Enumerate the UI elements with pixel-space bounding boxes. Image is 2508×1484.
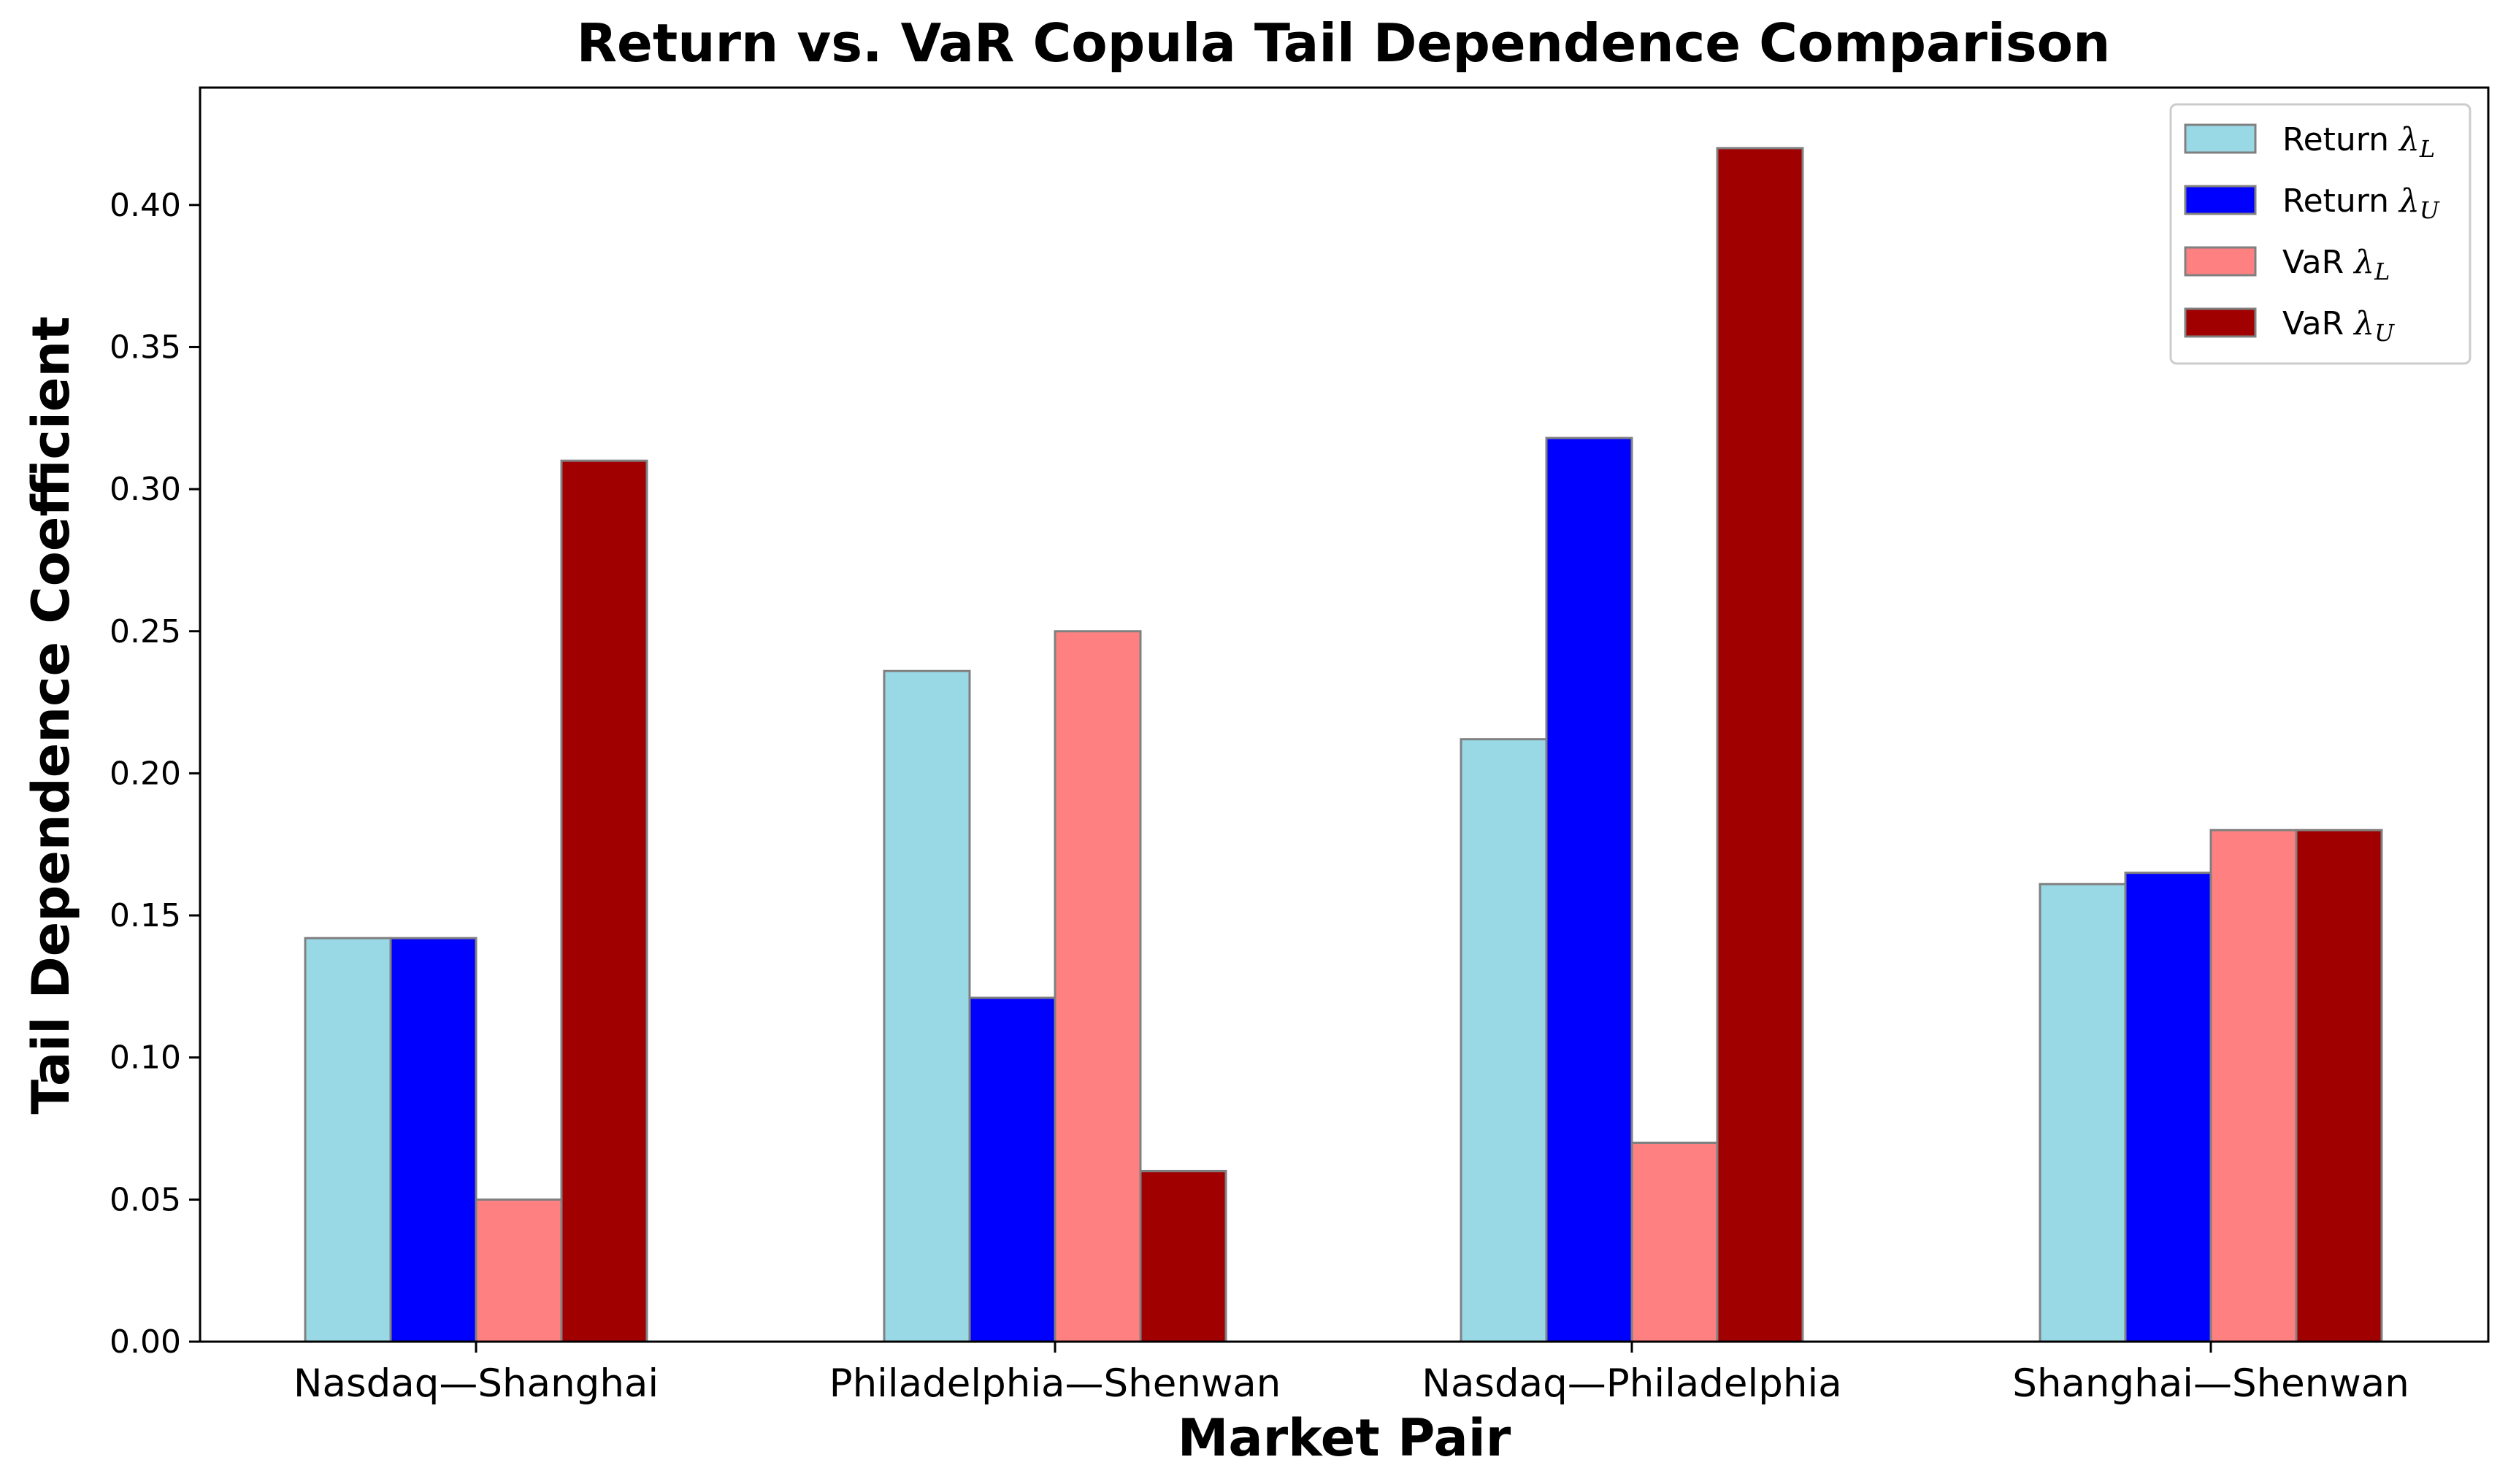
x-tick-label: Nasdaq—Philadelphia bbox=[1422, 1361, 1841, 1406]
bar-var-l-1 bbox=[1054, 630, 1142, 1343]
bar-var-u-2 bbox=[1716, 147, 1804, 1343]
y-tick-label: 0.30 bbox=[110, 471, 181, 508]
chart-title: Return vs. VaR Copula Tail Dependence Co… bbox=[577, 12, 2111, 74]
y-tick-label: 0.05 bbox=[110, 1181, 181, 1218]
y-tick-label: 0.40 bbox=[110, 187, 181, 224]
y-axis: 0.00 0.05 0.10 0.15 0.20 0.25 0.30 0.35 0.40 bbox=[110, 187, 200, 1361]
x-axis: Nasdaq—Shanghai Philadelphia—Shenwan Nasda… bbox=[294, 1342, 2409, 1406]
bar-return-l-2 bbox=[1460, 738, 1548, 1343]
bar-var-u-3 bbox=[2295, 828, 2383, 1343]
bar-var-l-3 bbox=[2209, 828, 2298, 1343]
plot-frame bbox=[199, 86, 2490, 1343]
x-tick-label: Nasdaq—Shanghai bbox=[294, 1361, 659, 1406]
bar-return-l-1 bbox=[883, 669, 971, 1343]
bar-return-u-2 bbox=[1545, 437, 1633, 1343]
y-tick-label: 0.10 bbox=[110, 1039, 181, 1077]
bar-return-u-3 bbox=[2124, 872, 2212, 1343]
y-axis-label: Tail Dependence Coefficient bbox=[21, 316, 81, 1114]
legend-label: VaR λL bbox=[2282, 244, 2390, 285]
legend-swatch bbox=[2184, 307, 2257, 338]
bar-return-l-3 bbox=[2039, 883, 2127, 1343]
legend-box bbox=[2169, 103, 2471, 365]
y-tick-label: 0.20 bbox=[110, 755, 181, 792]
bars bbox=[304, 147, 2383, 1343]
x-tick-label: Philadelphia—Shenwan bbox=[829, 1361, 1281, 1406]
legend-swatch bbox=[2184, 246, 2257, 277]
legend-swatch bbox=[2184, 123, 2257, 154]
y-tick-label: 0.25 bbox=[110, 613, 181, 650]
legend-label: Return λU bbox=[2282, 182, 2440, 224]
x-axis-label: Market Pair bbox=[1178, 1408, 1511, 1468]
bar-return-u-1 bbox=[968, 996, 1056, 1343]
bar-var-l-0 bbox=[475, 1198, 563, 1343]
legend-label: Return λL bbox=[2282, 121, 2435, 163]
legend-swatch bbox=[2184, 185, 2257, 215]
bar-return-l-0 bbox=[304, 937, 392, 1343]
y-tick-label: 0.00 bbox=[110, 1323, 181, 1361]
y-tick-label: 0.15 bbox=[110, 897, 181, 934]
x-tick-label: Shanghai—Shenwan bbox=[2012, 1361, 2409, 1406]
bar-var-u-0 bbox=[560, 459, 648, 1343]
bar-return-u-0 bbox=[389, 937, 478, 1343]
y-tick-label: 0.35 bbox=[110, 328, 181, 366]
bar-var-u-1 bbox=[1139, 1169, 1227, 1343]
bar-var-l-2 bbox=[1630, 1141, 1719, 1343]
